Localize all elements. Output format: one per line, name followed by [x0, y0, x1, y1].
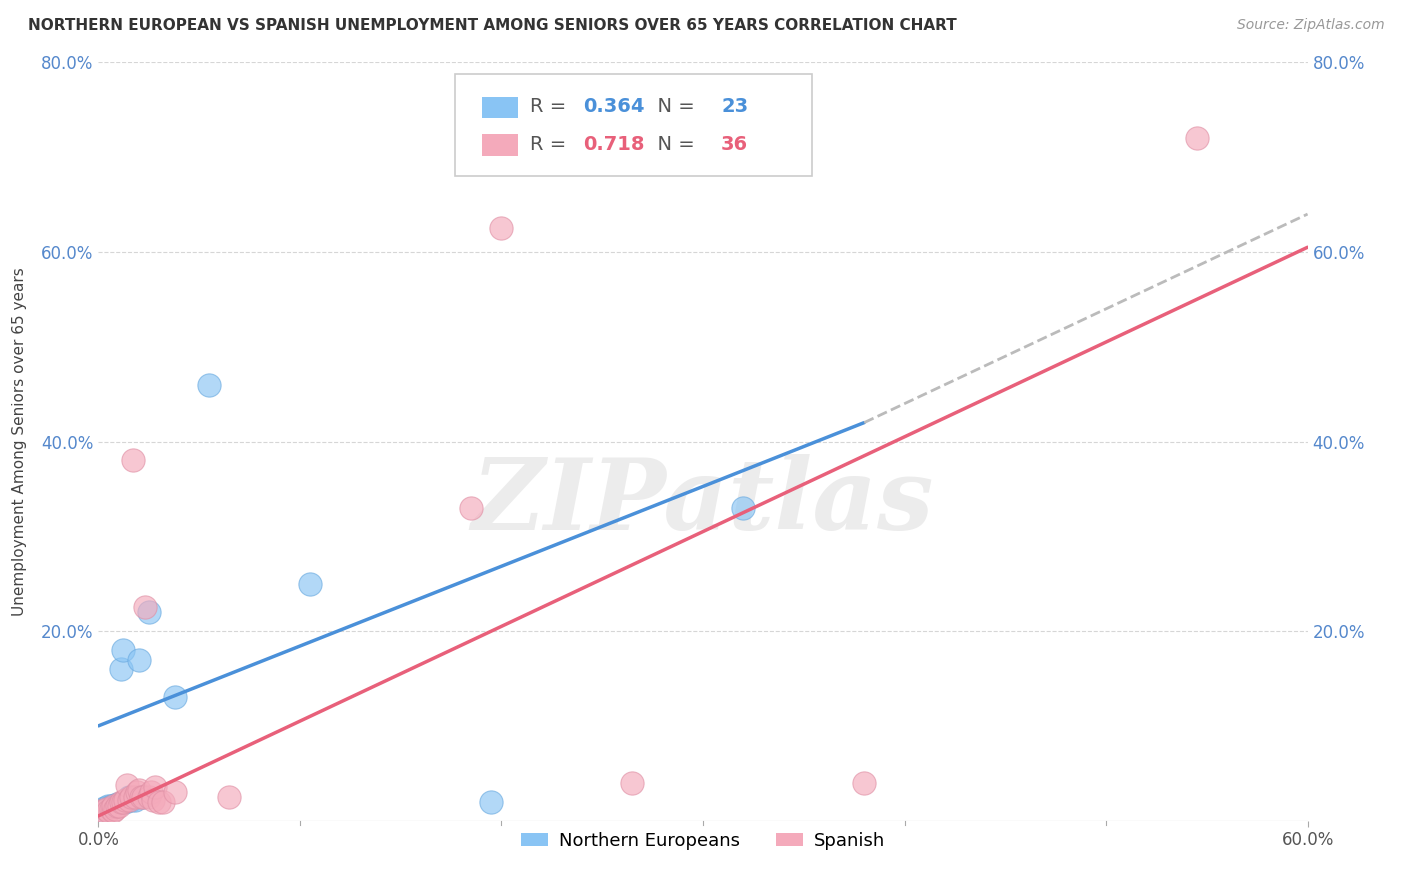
Text: ZIPatlas: ZIPatlas	[472, 454, 934, 550]
Bar	[482, 135, 517, 156]
Point	[138, 605, 160, 619]
Text: N =: N =	[645, 135, 702, 153]
Point	[101, 799, 124, 814]
Point	[124, 789, 146, 804]
Point	[101, 804, 124, 818]
Point	[96, 802, 118, 816]
Point	[152, 795, 174, 809]
Point	[118, 789, 141, 804]
Point	[1185, 131, 1208, 145]
Point	[481, 795, 503, 809]
Point	[89, 804, 111, 818]
Text: 0.718: 0.718	[583, 135, 645, 153]
Point	[132, 789, 155, 804]
Point	[100, 799, 122, 814]
Point	[111, 795, 134, 809]
Point	[148, 795, 170, 809]
Point	[103, 802, 125, 816]
Point	[128, 783, 150, 797]
Point	[163, 785, 186, 799]
Point	[139, 785, 162, 799]
Y-axis label: Unemployment Among Seniors over 65 years: Unemployment Among Seniors over 65 years	[13, 268, 27, 615]
Text: N =: N =	[645, 97, 702, 116]
Point	[101, 799, 124, 814]
Text: R =: R =	[530, 97, 572, 116]
Point	[125, 785, 148, 799]
Text: NORTHERN EUROPEAN VS SPANISH UNEMPLOYMENT AMONG SENIORS OVER 65 YEARS CORRELATIO: NORTHERN EUROPEAN VS SPANISH UNEMPLOYMEN…	[28, 18, 957, 33]
Text: 0.364: 0.364	[583, 97, 645, 116]
Point	[96, 801, 118, 815]
Point	[105, 799, 128, 814]
Point	[198, 377, 221, 392]
Point	[110, 795, 132, 809]
Point	[621, 776, 644, 790]
Point	[143, 780, 166, 795]
Point	[110, 662, 132, 676]
Point	[128, 652, 150, 666]
Point	[120, 789, 142, 804]
Point	[114, 795, 136, 809]
Point	[129, 789, 152, 804]
Point	[107, 799, 129, 814]
Point	[299, 576, 322, 591]
Point	[111, 643, 134, 657]
Legend: Northern Europeans, Spanish: Northern Europeans, Spanish	[513, 825, 893, 857]
Point	[124, 793, 146, 807]
Point	[93, 804, 115, 818]
Point	[97, 799, 120, 814]
Point	[121, 453, 143, 467]
Point	[218, 789, 240, 804]
Bar	[482, 96, 517, 118]
Point	[97, 804, 120, 818]
Point	[163, 690, 186, 705]
Point	[138, 789, 160, 804]
Text: 36: 36	[721, 135, 748, 153]
Point	[132, 789, 155, 804]
Point	[142, 793, 165, 807]
Point	[114, 793, 136, 807]
Point	[733, 500, 755, 515]
Point	[115, 778, 138, 792]
FancyBboxPatch shape	[456, 74, 811, 177]
Point	[105, 797, 128, 811]
Text: Source: ZipAtlas.com: Source: ZipAtlas.com	[1237, 18, 1385, 32]
Point	[460, 500, 482, 515]
Point	[853, 776, 876, 790]
Point	[107, 797, 129, 811]
Point	[100, 802, 122, 816]
Point	[134, 600, 156, 615]
Point	[120, 793, 142, 807]
Point	[491, 221, 513, 235]
Point	[91, 804, 114, 818]
Point	[93, 801, 115, 815]
Text: 23: 23	[721, 97, 748, 116]
Point	[118, 793, 141, 807]
Point	[103, 798, 125, 813]
Text: R =: R =	[530, 135, 572, 153]
